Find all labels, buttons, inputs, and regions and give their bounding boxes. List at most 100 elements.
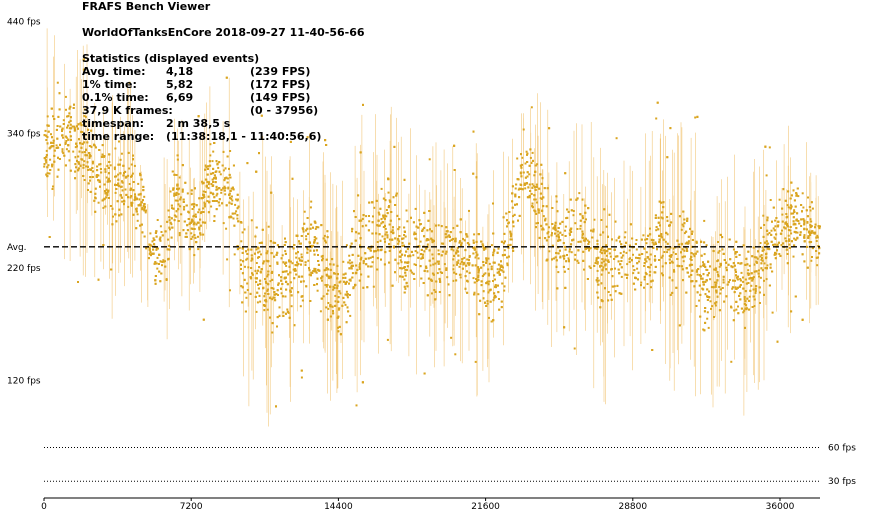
frame-point (170, 217, 173, 220)
frame-point (218, 170, 221, 173)
frame-point (663, 251, 666, 253)
frame-point (702, 264, 704, 267)
frame-point (660, 235, 663, 238)
frame-point (480, 240, 483, 243)
frame-point (676, 239, 679, 242)
frame-point (346, 296, 349, 299)
frame-point (559, 222, 562, 225)
frame-point (762, 214, 765, 217)
frame-point (511, 206, 514, 209)
frame-point (758, 275, 760, 278)
frame-point (452, 264, 455, 267)
frame-point (579, 227, 582, 230)
frame-point (199, 232, 202, 235)
frame-point (567, 257, 570, 260)
frame-point (803, 223, 806, 226)
frame-point (452, 227, 455, 230)
frame-point (681, 223, 684, 226)
frame-point (309, 227, 312, 230)
frame-point (68, 159, 71, 162)
frame-point (175, 210, 178, 213)
frame-point (661, 217, 664, 220)
frame-point (722, 281, 725, 284)
frame-point (420, 253, 423, 256)
frame-point (195, 223, 198, 226)
frame-point (477, 279, 480, 281)
frame-point (182, 229, 185, 232)
frame-point (750, 284, 753, 287)
frame-point (796, 237, 799, 240)
frame-point (530, 192, 533, 195)
frame-point (569, 233, 571, 236)
frame-point (159, 280, 162, 283)
frame-point (420, 277, 423, 280)
frame-point (215, 208, 218, 211)
frame-point (366, 286, 369, 289)
frame-point (310, 246, 313, 249)
frame-point (77, 281, 79, 283)
frame-point (635, 256, 637, 259)
frame-point (652, 243, 655, 246)
frame-point (114, 191, 117, 194)
frame-point (398, 235, 401, 237)
frame-point (179, 196, 182, 199)
frame-point (614, 290, 617, 293)
frame-point (437, 260, 440, 263)
frame-point (445, 226, 448, 229)
frame-point (260, 114, 263, 117)
frame-point (297, 291, 300, 294)
frame-point (462, 237, 464, 240)
frame-point (351, 272, 354, 275)
frame-point (544, 217, 547, 220)
frame-point (503, 232, 506, 235)
frame-point (419, 240, 422, 243)
frame-point (270, 287, 273, 289)
frame-point (719, 264, 722, 267)
frame-point (179, 198, 182, 201)
frame-point (628, 244, 631, 247)
frame-point (657, 228, 660, 231)
frame-point (754, 291, 757, 294)
frame-point (466, 279, 469, 282)
frame-point (681, 256, 684, 259)
frame-point (755, 270, 758, 273)
frame-point (301, 295, 304, 298)
frame-point (737, 262, 740, 265)
frame-point (733, 309, 736, 312)
frame-point (294, 264, 297, 267)
frame-point (43, 165, 46, 168)
frame-point (464, 249, 467, 252)
frame-point (425, 267, 428, 269)
frame-point (620, 243, 623, 246)
frame-point (472, 172, 475, 175)
frame-point (197, 221, 200, 224)
frame-point (774, 257, 777, 260)
frame-point (311, 272, 314, 274)
frame-point (555, 252, 558, 254)
frame-point (165, 279, 168, 281)
frame-point (570, 227, 573, 230)
frame-point (660, 256, 663, 259)
frame-point (397, 239, 400, 242)
frame-point (127, 205, 130, 208)
frame-point (438, 268, 441, 271)
frame-point (378, 213, 381, 216)
frame-point (740, 307, 743, 310)
frame-point (815, 236, 818, 239)
frame-point (655, 226, 658, 229)
frame-point (562, 242, 565, 245)
frame-point (305, 235, 308, 238)
frame-point (652, 239, 655, 242)
frame-point (224, 167, 227, 170)
frame-point (455, 279, 458, 282)
frame-point (133, 164, 136, 167)
frame-point (351, 253, 354, 256)
frame-point (233, 224, 236, 227)
frame-point (193, 205, 195, 208)
frame-point (702, 288, 705, 291)
frame-point (167, 209, 170, 212)
frame-point (546, 232, 549, 235)
frame-point (326, 292, 329, 295)
frame-point (406, 265, 409, 268)
frame-point (666, 233, 669, 236)
